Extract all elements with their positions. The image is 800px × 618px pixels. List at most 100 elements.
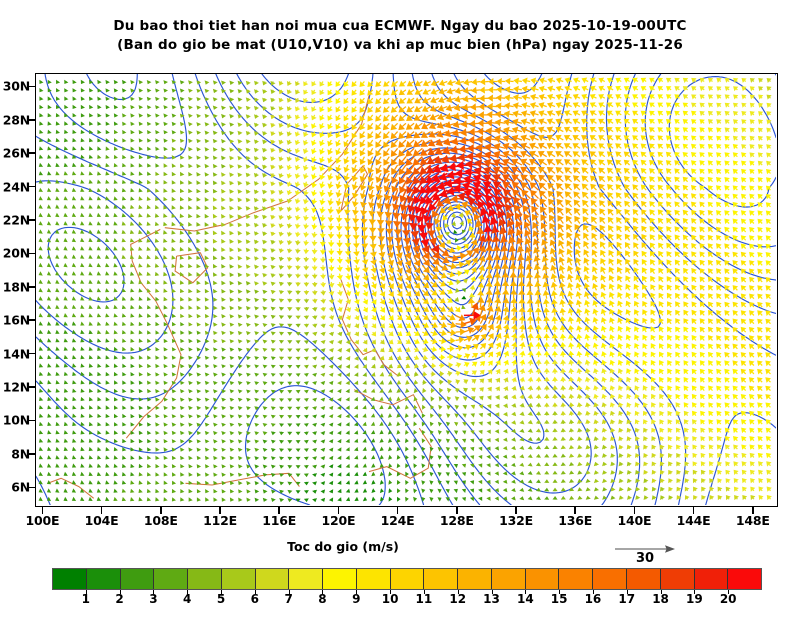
colorbar-label: 19 xyxy=(686,592,703,606)
x-axis-label: 112E xyxy=(203,513,237,528)
colorbar-tick xyxy=(660,590,662,594)
y-tick xyxy=(28,152,35,154)
x-axis-label: 136E xyxy=(558,513,593,528)
y-tick xyxy=(28,453,35,455)
reference-vector-legend: 30 xyxy=(614,540,684,568)
x-tick xyxy=(633,507,636,514)
x-axis-label: 120E xyxy=(321,513,356,528)
x-tick xyxy=(100,507,103,514)
x-tick xyxy=(692,507,695,514)
y-tick xyxy=(28,252,35,255)
y-tick xyxy=(28,319,35,321)
x-tick xyxy=(574,507,576,514)
colorbar-segment xyxy=(660,569,695,589)
colorbar-segment xyxy=(627,569,661,589)
colorbar-segment xyxy=(728,569,762,589)
y-tick xyxy=(28,352,35,355)
colorbar-segment xyxy=(289,569,324,589)
y-axis-label: 16N xyxy=(2,312,30,328)
y-tick xyxy=(28,419,35,422)
colorbar-tick xyxy=(187,590,189,594)
colorbar-segment xyxy=(221,569,256,589)
y-axis-label: 18N xyxy=(2,279,30,295)
colorbar-segment xyxy=(458,569,492,589)
colorbar-segment xyxy=(356,569,391,589)
colorbar-tick xyxy=(694,590,696,594)
colorbar-segment xyxy=(120,569,155,589)
x-axis-label: 116E xyxy=(262,513,297,528)
x-tick xyxy=(278,507,280,514)
colorbar-label: 4 xyxy=(183,592,192,606)
colorbar-segment xyxy=(694,569,729,589)
colorbar-tick xyxy=(728,590,730,594)
y-tick xyxy=(28,386,35,388)
x-axis-label: 128E xyxy=(439,513,474,528)
y-tick xyxy=(28,286,35,288)
colorbar-segment xyxy=(390,569,425,589)
colorbar-label: 18 xyxy=(652,592,669,606)
colorbar-segment xyxy=(525,569,560,589)
colorbar-label: 5 xyxy=(216,592,226,606)
title-line-2: (Ban do gio be mat (U10,V10) va khi ap m… xyxy=(117,37,683,53)
colorbar-tick xyxy=(288,590,290,594)
x-tick xyxy=(160,507,162,514)
colorbar-segment xyxy=(188,569,222,589)
colorbar-label: 6 xyxy=(250,592,260,606)
y-axis-label: 26N xyxy=(2,145,30,161)
x-axis-label: 132E xyxy=(499,513,533,528)
colorbar-segment xyxy=(593,569,628,589)
colorbar-tick xyxy=(626,590,628,594)
y-axis-label: 12N xyxy=(2,379,30,395)
colorbar-tick xyxy=(254,590,256,594)
y-axis-label: 20N xyxy=(2,245,30,261)
colorbar-label: 8 xyxy=(318,592,327,606)
reference-vector-label: 30 xyxy=(635,551,655,566)
x-tick xyxy=(219,507,221,514)
x-tick xyxy=(41,507,44,514)
y-axis-label: 6N xyxy=(11,479,30,495)
colorbar-tick xyxy=(423,590,425,594)
y-axis-label: 30N xyxy=(2,78,30,94)
colorbar-label: 13 xyxy=(483,592,500,606)
x-tick xyxy=(752,507,754,514)
colorbar-tick xyxy=(322,590,324,594)
reference-arrow-icon xyxy=(615,545,675,553)
colorbar-tick xyxy=(119,590,121,594)
x-axis-label: 124E xyxy=(380,513,415,528)
y-tick xyxy=(28,185,35,188)
colorbar-tick xyxy=(525,590,527,594)
colorbar-tick xyxy=(85,590,87,594)
x-axis-label: 140E xyxy=(617,513,652,528)
y-tick xyxy=(28,85,35,88)
x-axis-label: 108E xyxy=(143,513,178,528)
colorbar-tick xyxy=(153,590,155,594)
colorbar-tick xyxy=(592,590,594,594)
colorbar-segment xyxy=(559,569,594,589)
x-axis-label: 104E xyxy=(84,513,119,528)
colorbar-segment xyxy=(323,569,357,589)
colorbar-label: 1 xyxy=(81,592,90,606)
wind-speed-colorbar xyxy=(52,568,762,590)
colorbar-tick xyxy=(457,590,459,594)
wind-arrows xyxy=(38,77,772,503)
x-tick xyxy=(515,507,517,514)
colorbar-segment xyxy=(424,569,459,589)
colorbar-tick xyxy=(356,590,358,594)
y-axis-label: 22N xyxy=(2,212,30,228)
colorbar-label: 15 xyxy=(550,592,568,606)
colorbar-segment xyxy=(86,569,121,589)
x-tick xyxy=(456,507,458,514)
colorbar-label: 9 xyxy=(352,592,361,606)
colorbar-label: 11 xyxy=(415,592,433,606)
y-axis-label: 14N xyxy=(2,346,30,362)
colorbar-title: Toc do gio (m/s) xyxy=(287,539,399,554)
y-axis-label: 28N xyxy=(2,112,30,128)
x-axis-label: 100E xyxy=(25,513,60,528)
y-axis-label: 10N xyxy=(2,412,30,428)
x-axis-label: 144E xyxy=(676,513,711,528)
colorbar-tick xyxy=(221,590,223,594)
colorbar-segment xyxy=(154,569,189,589)
colorbar-label: 2 xyxy=(115,592,124,606)
x-axis-label: 148E xyxy=(735,513,770,528)
